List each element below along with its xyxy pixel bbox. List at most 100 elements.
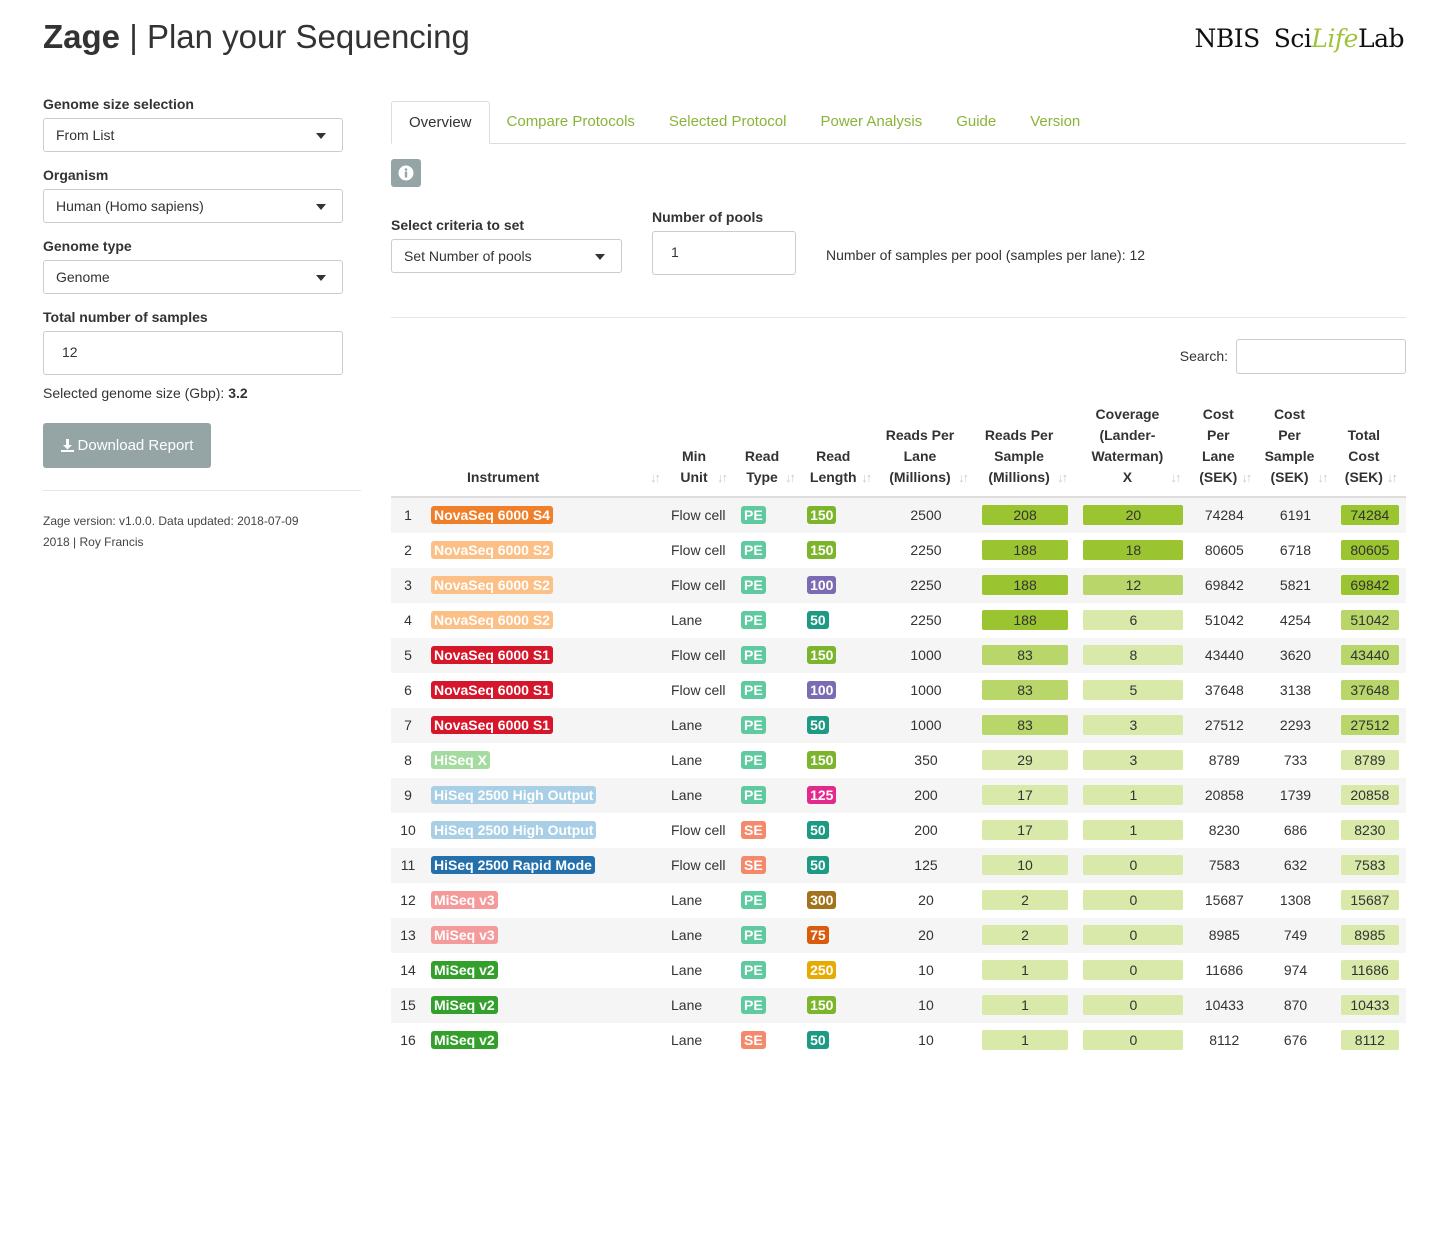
sort-icon[interactable]: ↓↑: [861, 470, 872, 485]
info-button[interactable]: [391, 159, 421, 187]
title-separator: |: [120, 18, 147, 55]
header-coverage[interactable]: Coverage (Lander-Waterman) X ↓↑: [1075, 404, 1192, 498]
reads-per-sample-bar: 208: [982, 505, 1069, 525]
reads-per-sample-cell: 1: [974, 953, 1075, 988]
table-row[interactable]: 4 NovaSeq 6000 S2 Lane PE 50 2250 188 6 51042 425…: [391, 603, 1406, 638]
sort-icon[interactable]: ↓↑: [1170, 470, 1181, 485]
cost-per-sample-cell: 5821: [1279, 577, 1312, 593]
total-cost-bar: 51042: [1340, 610, 1399, 630]
row-index: 5: [404, 647, 412, 663]
sort-icon[interactable]: ↓↑: [650, 470, 661, 485]
table-row[interactable]: 6 NovaSeq 6000 S1 Flow cell PE 100 1000 83 5 376…: [391, 673, 1406, 708]
sort-icon[interactable]: ↓↑: [785, 470, 796, 485]
header-read-length[interactable]: Read Length ↓↑: [801, 404, 878, 498]
tab-compare-protocols[interactable]: Compare Protocols: [506, 113, 635, 130]
tab-overview[interactable]: Overview: [391, 101, 490, 144]
instrument-badge: NovaSeq 6000 S1: [431, 681, 553, 699]
header-total-cost[interactable]: Total Cost (SEK) ↓↑: [1333, 404, 1406, 498]
reads-per-sample-bar: 1: [982, 1030, 1069, 1050]
header-cost-per-sample[interactable]: Cost Per Sample (SEK) ↓↑: [1257, 404, 1334, 498]
cost-per-sample-cell: 6191: [1279, 507, 1312, 523]
total-cost-cell: 74284: [1334, 497, 1406, 533]
samples-input[interactable]: 12: [43, 331, 343, 375]
header-reads-per-lane[interactable]: Reads Per Lane (Millions) ↓↑: [877, 404, 975, 498]
table-row[interactable]: 5 NovaSeq 6000 S1 Flow cell PE 150 1000 83 8 434…: [391, 638, 1406, 673]
table-row[interactable]: 13 MiSeq v3 Lane PE 75 20 2 0 8985 749 8985: [391, 918, 1406, 953]
sort-icon[interactable]: ↓↑: [1241, 470, 1252, 485]
read-length-badge: 75: [807, 926, 829, 944]
table-row[interactable]: 11 HiSeq 2500 Rapid Mode Flow cell SE 50 125 1…: [391, 848, 1406, 883]
tab-version[interactable]: Version: [1030, 113, 1081, 130]
download-report-button[interactable]: Download Report: [43, 423, 211, 468]
coverage-bar: 0: [1083, 890, 1184, 910]
sort-icon[interactable]: ↓↑: [717, 470, 728, 485]
table-row[interactable]: 9 HiSeq 2500 High Output Lane PE 125 200 17 1 20…: [391, 778, 1406, 813]
coverage-bar: 8: [1083, 645, 1184, 665]
tab-selected-protocol[interactable]: Selected Protocol: [668, 113, 787, 130]
coverage-cell: 12: [1076, 568, 1192, 603]
criteria-select[interactable]: Set Number of pools: [391, 239, 622, 273]
total-cost-bar: 8230: [1340, 820, 1399, 840]
instrument-badge: NovaSeq 6000 S1: [431, 646, 553, 664]
total-cost-bar: 10433: [1340, 995, 1399, 1015]
read-length-badge: 50: [807, 1031, 829, 1049]
table-row[interactable]: 7 NovaSeq 6000 S1 Lane PE 50 1000 83 3 27512 2293…: [391, 708, 1406, 743]
search-input[interactable]: [1236, 339, 1406, 374]
reads-per-lane-cell: 125: [914, 857, 938, 873]
header-read-type[interactable]: Read Type ↓↑: [735, 404, 802, 498]
header-cost-per-lane[interactable]: Cost Per Lane (SEK) ↓↑: [1191, 404, 1258, 498]
table-row[interactable]: 1 NovaSeq 6000 S4 Flow cell PE 150 2500 208 20 7…: [391, 497, 1406, 533]
reads-per-sample-cell: 10: [974, 848, 1075, 883]
sort-icon[interactable]: ↓↑: [1317, 470, 1329, 485]
coverage-bar: 1: [1083, 785, 1184, 805]
total-cost-bar: 8112: [1340, 1030, 1399, 1050]
read-length-badge: 50: [807, 856, 829, 874]
instrument-cell: NovaSeq 6000 S1: [425, 708, 665, 743]
table-row[interactable]: 16 MiSeq v2 Lane SE 50 10 1 0 8112 676 8112: [391, 1023, 1406, 1058]
table-row[interactable]: 14 MiSeq v2 Lane PE 250 10 1 0 11686 974 11686: [391, 953, 1406, 988]
header-min-unit[interactable]: Min Unit ↓↑: [665, 404, 735, 498]
reads-per-sample-bar: 29: [982, 750, 1069, 770]
header-instrument[interactable]: Instrument ↓↑: [425, 404, 665, 498]
organism-select[interactable]: Human (Homo sapiens): [43, 189, 343, 223]
total-cost-cell: 20858: [1334, 778, 1406, 813]
reads-per-sample-bar: 83: [982, 645, 1069, 665]
table-row[interactable]: 15 MiSeq v2 Lane PE 150 10 1 0 10433 870 10433: [391, 988, 1406, 1023]
row-index: 4: [404, 612, 412, 628]
genome-size-select[interactable]: From List: [43, 118, 343, 152]
coverage-bar: 0: [1083, 960, 1184, 980]
coverage-cell: 1: [1076, 778, 1192, 813]
read-length-cell: 150: [801, 638, 877, 673]
tab-guide[interactable]: Guide: [956, 113, 997, 130]
genome-size-value: From List: [56, 127, 115, 143]
table-row[interactable]: 3 NovaSeq 6000 S2 Flow cell PE 100 2250 188 12 6…: [391, 568, 1406, 603]
row-index: 10: [400, 822, 416, 838]
cost-per-lane-cell: 37648: [1204, 682, 1244, 698]
sort-icon[interactable]: ↓↑: [1057, 470, 1068, 485]
header-reads-per-sample[interactable]: Reads Per Sample (Millions) ↓↑: [974, 404, 1076, 498]
tab-power-analysis[interactable]: Power Analysis: [820, 113, 923, 130]
read-type-cell: PE: [735, 918, 801, 953]
reads-per-sample-bar: 2: [982, 925, 1069, 945]
sort-icon[interactable]: ↓↑: [957, 470, 969, 485]
pools-input[interactable]: 1: [652, 231, 796, 275]
genome-type-select[interactable]: Genome: [43, 260, 343, 294]
read-type-cell: PE: [735, 883, 801, 918]
cost-per-lane-cell: 8230: [1208, 822, 1240, 838]
instrument-badge: NovaSeq 6000 S4: [431, 506, 553, 524]
genome-type-value: Genome: [56, 269, 110, 285]
reads-per-sample-cell: 83: [974, 708, 1075, 743]
read-length-badge: 300: [807, 891, 837, 909]
min-unit-cell: Flow cell: [671, 682, 726, 698]
read-length-cell: 300: [801, 883, 877, 918]
sort-icon[interactable]: ↓↑: [1386, 470, 1398, 485]
row-index: 8: [404, 752, 412, 768]
total-cost-cell: 8985: [1334, 918, 1406, 953]
table-row[interactable]: 8 HiSeq X Lane PE 150 350 29 3 8789 733 8789: [391, 743, 1406, 778]
table-row[interactable]: 12 MiSeq v3 Lane PE 300 20 2 0 15687 1308 15687: [391, 883, 1406, 918]
coverage-cell: 5: [1076, 673, 1192, 708]
reads-per-sample-cell: 17: [974, 778, 1075, 813]
table-row[interactable]: 10 HiSeq 2500 High Output Flow cell SE 50 200…: [391, 813, 1406, 848]
table-row[interactable]: 2 NovaSeq 6000 S2 Flow cell PE 150 2250 188 18 8…: [391, 533, 1406, 568]
read-length-badge: 150: [807, 751, 837, 769]
